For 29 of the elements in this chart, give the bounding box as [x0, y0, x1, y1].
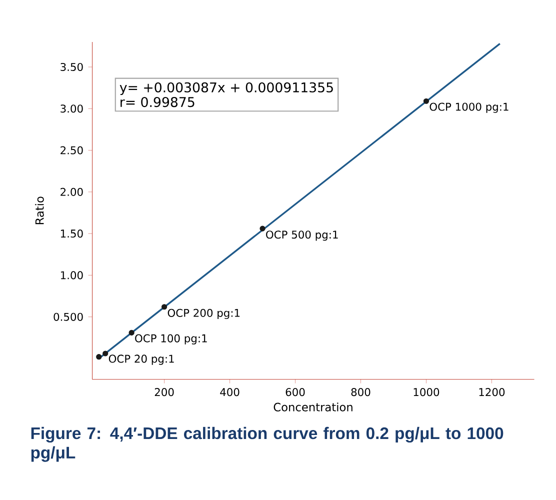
- y-tick-label: 2.50: [60, 146, 83, 154]
- point: [102, 350, 108, 356]
- point: [162, 304, 168, 310]
- x-tick-label: 800: [351, 388, 370, 396]
- x-tick-label: 1000: [414, 388, 440, 396]
- x-tick-label: 600: [286, 388, 305, 396]
- point: [128, 330, 134, 336]
- annotation: y= +0.003087x + 0.000911355: [120, 82, 333, 96]
- annotation: OCP 1000 pg:1: [430, 102, 508, 113]
- x-tick-label: 400: [220, 388, 240, 396]
- y-tick-label: 0.500: [54, 312, 83, 321]
- annotation: OCP 100 pg:1: [135, 334, 207, 344]
- y-tick-label: 3.50: [60, 62, 83, 72]
- y-tick-label: 2.00: [60, 188, 83, 196]
- y-tick-label: 1.50: [60, 230, 83, 238]
- caption: Figure 7: 4,4′-DDE calibration curve from 0.2 pg/μL to 1000 pg/μL: [31, 426, 504, 462]
- annotation: OCP 200 pg:1: [168, 308, 240, 320]
- point: [423, 98, 430, 104]
- annotation: OCP 500 pg:1: [266, 230, 338, 241]
- x-tick-label: 1200: [479, 388, 505, 396]
- y-tick-label: 3.00: [60, 104, 83, 113]
- point: [260, 226, 266, 232]
- annotation: OCP 20 pg:1: [108, 354, 174, 365]
- x-tick-label: 200: [154, 388, 174, 396]
- x-axis-title: Concentration: [274, 402, 352, 412]
- annotation: r= 0.99875: [120, 96, 194, 108]
- point: [96, 354, 102, 360]
- y-axis-title: Ratio: [35, 196, 44, 224]
- y-tick-label: 1.00: [60, 271, 83, 280]
